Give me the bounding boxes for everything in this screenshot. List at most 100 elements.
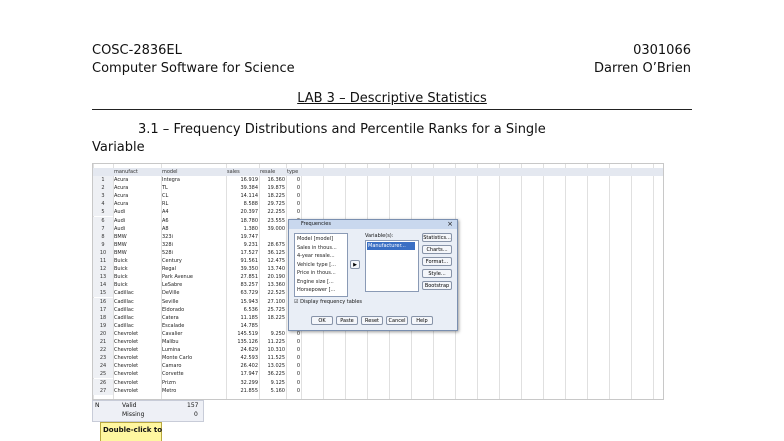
- bottom-button[interactable]: Cancel: [386, 316, 408, 325]
- data-cell: Chevrolet: [114, 355, 139, 362]
- row-number: 22: [93, 346, 113, 355]
- data-cell: 24.629: [240, 347, 259, 354]
- section-heading-cont: Variable: [92, 140, 145, 155]
- data-cell: Park Avenue: [162, 274, 193, 281]
- data-cell: 39.350: [240, 266, 259, 273]
- variable-item[interactable]: Engine size [...: [297, 278, 334, 285]
- data-cell: 19.747: [240, 233, 259, 240]
- grid-column: [653, 164, 654, 399]
- valid-label: Valid: [122, 402, 137, 409]
- student-id: 0301066: [633, 43, 691, 58]
- side-button[interactable]: Style...: [422, 269, 452, 278]
- side-button[interactable]: Statistics...: [422, 233, 452, 242]
- column-header[interactable]: manufact: [113, 168, 161, 176]
- variable-item[interactable]: Sales in thous...: [297, 244, 337, 251]
- row-number: 20: [93, 329, 113, 338]
- column-header[interactable]: sales: [226, 168, 259, 176]
- row-number: 10: [93, 248, 113, 257]
- data-cell: 328i: [162, 241, 173, 248]
- display-freq-checkbox[interactable]: ☑ Display frequency tables: [294, 299, 362, 305]
- data-cell: 12.475: [267, 258, 286, 264]
- column-header[interactable]: resale: [259, 168, 286, 176]
- data-cell: 0: [296, 193, 300, 200]
- data-cell: Acura: [114, 177, 129, 183]
- data-cell: 13.025: [267, 363, 286, 370]
- data-cell: Eldorado: [162, 306, 185, 313]
- data-cell: Cadillac: [114, 314, 134, 321]
- data-cell: 11.525: [267, 355, 286, 362]
- data-cell: Integra: [162, 177, 180, 183]
- variable-item[interactable]: 4-year resale...: [297, 253, 335, 259]
- data-cell: 17.947: [240, 371, 259, 378]
- grid-column: [499, 164, 500, 399]
- data-cell: 18.225: [267, 314, 286, 321]
- data-cell: 15.943: [240, 298, 259, 305]
- data-cell: 63.729: [240, 290, 259, 297]
- row-number: 4: [93, 200, 113, 209]
- row-number: 7: [93, 224, 113, 233]
- grid-column: [286, 164, 287, 399]
- checkbox-label: Display frequency tables: [300, 299, 363, 305]
- title-rule: [92, 109, 692, 110]
- bottom-button[interactable]: OK: [311, 316, 333, 325]
- side-button[interactable]: Bootstrap: [422, 281, 452, 290]
- variable-item[interactable]: Price in thous...: [297, 270, 336, 276]
- selected-item[interactable]: Manufacturer...: [367, 242, 415, 250]
- side-button[interactable]: Format...: [422, 257, 452, 266]
- row-number: 24: [93, 362, 113, 371]
- move-arrow[interactable]: ▶: [350, 260, 360, 269]
- data-cell: 0: [296, 355, 300, 362]
- data-cell: 0: [296, 330, 300, 337]
- bottom-button[interactable]: Help: [411, 316, 433, 325]
- tooltip-text: Double-click to: [103, 426, 163, 434]
- data-cell: Lumina: [162, 347, 181, 354]
- column-header[interactable]: type: [286, 168, 301, 176]
- row-number: 9: [93, 240, 113, 249]
- variable-item[interactable]: Horsepower [...: [297, 287, 336, 293]
- row-number: 1: [93, 176, 113, 184]
- row-number: 16: [93, 297, 113, 306]
- data-cell: BMW: [114, 233, 127, 240]
- data-cell: 27.851: [240, 274, 259, 281]
- data-cell: 323i: [162, 233, 173, 240]
- dialog-titlebar: [289, 220, 457, 229]
- variable-item[interactable]: Model [model]: [297, 236, 334, 242]
- data-cell: A6: [162, 217, 169, 224]
- data-cell: BMW: [114, 241, 127, 248]
- data-cell: 1.380: [243, 225, 258, 232]
- data-cell: Prizm: [162, 379, 176, 386]
- data-cell: 0: [296, 347, 300, 354]
- data-cell: Cavalier: [162, 330, 183, 337]
- grid-column: [259, 164, 260, 399]
- data-cell: 0: [296, 371, 300, 378]
- data-cell: 0: [296, 379, 300, 386]
- data-cell: Catera: [162, 314, 179, 321]
- data-cell: 9.125: [270, 379, 285, 386]
- row-number: 14: [93, 281, 113, 290]
- column-header[interactable]: model: [161, 168, 226, 176]
- data-cell: 13.360: [267, 282, 286, 289]
- data-cell: 28.675: [267, 241, 286, 248]
- data-cell: 16.919: [240, 177, 259, 183]
- data-cell: 135.126: [237, 339, 258, 345]
- side-button[interactable]: Charts...: [422, 245, 452, 254]
- header-row: [93, 168, 663, 176]
- stats-box: [92, 400, 204, 422]
- variable-item[interactable]: Vehicle type [...: [297, 261, 336, 268]
- data-cell: Audi: [114, 217, 126, 224]
- data-cell: Chevrolet: [114, 387, 139, 394]
- selected-list[interactable]: Manufacturer...: [365, 240, 419, 292]
- grid-column: [161, 164, 162, 399]
- row-number: 13: [93, 273, 113, 282]
- data-cell: Audi: [114, 209, 126, 216]
- data-cell: 91.561: [240, 258, 259, 264]
- bottom-button[interactable]: Paste: [336, 316, 358, 325]
- row-number: 8: [93, 232, 113, 241]
- data-cell: 11.185: [240, 314, 259, 321]
- data-cell: 0: [296, 209, 300, 216]
- bottom-button[interactable]: Reset: [361, 316, 383, 325]
- data-cell: Buick: [114, 266, 128, 273]
- data-cell: Chevrolet: [114, 371, 139, 378]
- variable-list[interactable]: Model [model] Sales in thous... 4-year res…: [294, 233, 348, 297]
- close-icon[interactable]: ×: [447, 220, 453, 228]
